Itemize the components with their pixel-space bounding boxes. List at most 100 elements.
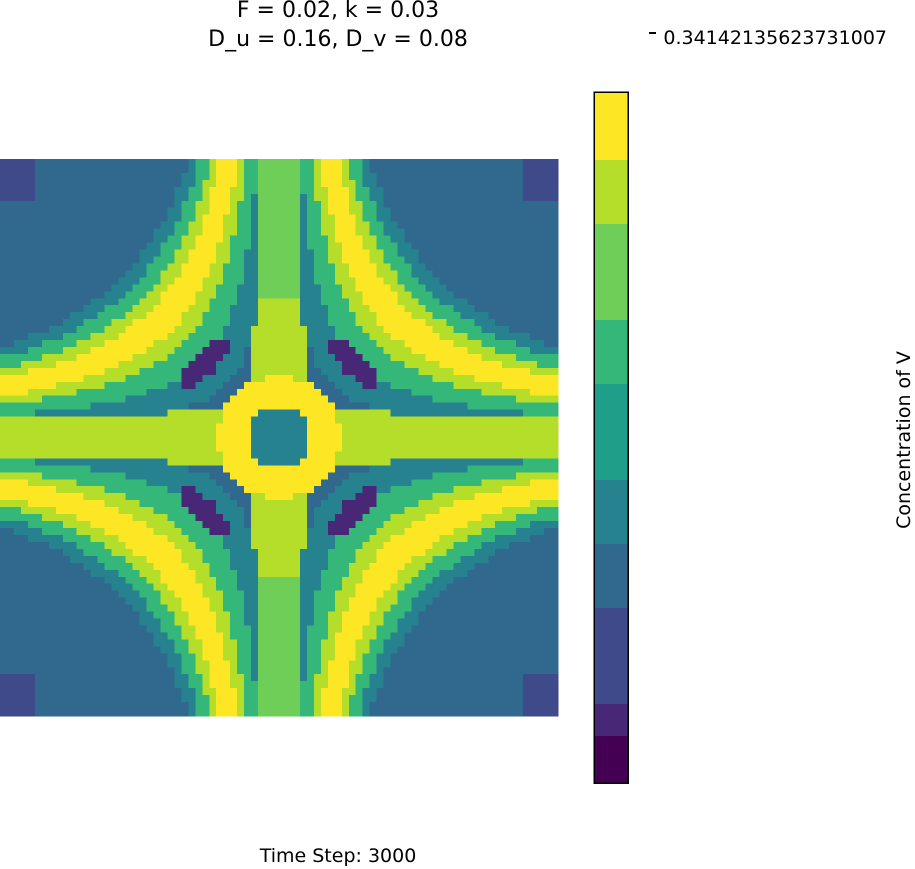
heatmap-cell — [0, 437, 8, 446]
heatmap-cell — [41, 562, 50, 571]
heatmap-cell — [174, 583, 182, 592]
heatmap-cell — [404, 486, 413, 494]
heatmap-cell — [62, 270, 71, 278]
heatmap-cell — [481, 562, 489, 571]
heatmap-cell — [327, 458, 336, 466]
heatmap-cell — [258, 416, 266, 425]
heatmap-cell — [265, 451, 273, 459]
heatmap-cell — [446, 333, 454, 341]
heatmap-cell — [530, 555, 538, 564]
heatmap-cell — [355, 340, 364, 348]
heatmap-cell — [509, 528, 517, 536]
heatmap-cell — [69, 214, 78, 223]
heatmap-cell — [383, 291, 392, 299]
heatmap-cell — [83, 200, 92, 209]
heatmap-cell — [355, 256, 364, 265]
heatmap-cell — [174, 528, 182, 536]
heatmap-cell — [467, 437, 475, 446]
heatmap-cell — [355, 305, 364, 313]
heatmap-cell — [488, 326, 496, 334]
heatmap-cell — [404, 381, 413, 390]
heatmap-cell — [41, 179, 50, 188]
heatmap-cell — [369, 416, 378, 425]
heatmap-cell — [432, 312, 441, 320]
heatmap-cell — [306, 548, 315, 557]
heatmap-cell — [223, 569, 231, 578]
heatmap-cell — [265, 263, 273, 271]
heatmap-cell — [202, 221, 210, 230]
heatmap-cell — [167, 514, 175, 522]
heatmap-cell — [537, 340, 545, 348]
heatmap-cell — [425, 172, 434, 181]
heatmap-cell — [0, 493, 8, 501]
heatmap-cell — [0, 256, 8, 265]
heatmap-cell — [265, 346, 273, 355]
heatmap-cell — [258, 486, 266, 494]
heatmap-cell — [237, 179, 245, 188]
heatmap-cell — [146, 242, 155, 251]
heatmap-cell — [509, 263, 517, 271]
heatmap-cell — [202, 333, 210, 341]
heatmap-cell — [181, 493, 189, 501]
heatmap-cell — [279, 416, 287, 425]
heatmap-cell — [209, 534, 217, 543]
heatmap-cell — [411, 319, 420, 327]
heatmap-cell — [432, 249, 441, 258]
heatmap-cell — [481, 312, 489, 320]
heatmap-cell — [460, 159, 468, 167]
heatmap-cell — [481, 270, 489, 278]
heatmap-cell — [481, 493, 489, 501]
heatmap-cell — [146, 360, 155, 369]
heatmap-cell — [223, 562, 231, 571]
heatmap-cell — [160, 256, 168, 265]
heatmap-cell — [411, 298, 420, 306]
heatmap-cell — [104, 200, 113, 209]
heatmap-cell — [446, 270, 454, 278]
heatmap-cell — [418, 430, 427, 439]
heatmap-cell — [397, 179, 406, 188]
heatmap-cell — [369, 326, 378, 334]
heatmap-cell — [76, 395, 85, 404]
heatmap-cell — [20, 319, 29, 327]
heatmap-cell — [265, 221, 273, 230]
heatmap-cell — [362, 402, 371, 411]
heatmap-cell — [383, 444, 392, 453]
heatmap-cell — [411, 437, 420, 446]
heatmap-cell — [327, 305, 336, 313]
heatmap-cell — [495, 193, 503, 202]
heatmap-cell — [383, 326, 392, 334]
heatmap-cell — [418, 541, 427, 550]
heatmap-cell — [537, 416, 545, 425]
heatmap-cell — [320, 416, 329, 425]
heatmap-cell — [34, 395, 43, 404]
heatmap-cell — [299, 562, 308, 571]
heatmap-cell — [411, 514, 420, 522]
heatmap-cell — [230, 319, 238, 327]
heatmap-cell — [488, 555, 496, 564]
heatmap-cell — [69, 555, 78, 564]
heatmap-cell — [404, 458, 413, 466]
heatmap-cell — [76, 305, 85, 313]
heatmap-cell — [418, 193, 427, 202]
heatmap-cell — [306, 423, 315, 432]
heatmap-cell — [355, 479, 364, 487]
heatmap-cell — [460, 402, 468, 411]
heatmap-cell — [244, 284, 252, 292]
heatmap-cell — [411, 172, 420, 181]
heatmap-cell — [334, 284, 343, 292]
heatmap-cell — [425, 312, 434, 320]
heatmap-cell — [111, 291, 120, 299]
heatmap-cell — [306, 583, 315, 592]
heatmap-cell — [237, 256, 245, 265]
heatmap-cell — [48, 381, 57, 390]
heatmap-cell — [544, 172, 552, 181]
heatmap-cell — [118, 555, 127, 564]
heatmap-cell — [341, 367, 350, 376]
heatmap-cell — [376, 235, 385, 244]
heatmap-cell — [551, 500, 559, 508]
heatmap-cell — [341, 360, 350, 369]
heatmap-cell — [125, 200, 134, 209]
heatmap-cell — [188, 263, 196, 271]
heatmap-cell — [279, 576, 287, 585]
heatmap-cell — [439, 186, 447, 195]
